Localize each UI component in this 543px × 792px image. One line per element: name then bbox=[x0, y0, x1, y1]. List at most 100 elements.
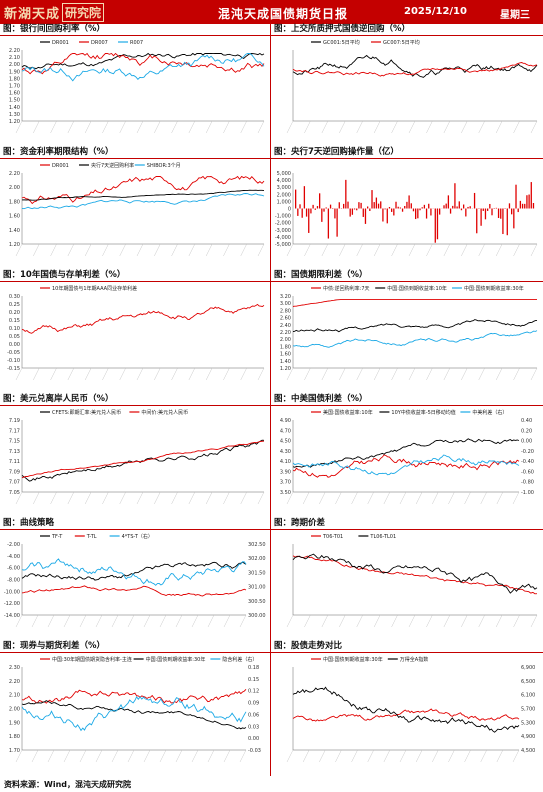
x-tick-mark bbox=[286, 243, 294, 257]
y-tick-label: 4.30 bbox=[280, 449, 291, 455]
x-tick-mark bbox=[95, 614, 103, 628]
y-tick-label: 1.90 bbox=[9, 69, 20, 75]
chart-svg: DR001 DR007 R0072.202.102.001.901.801.701.… bbox=[9, 40, 265, 134]
x-tick-mark bbox=[111, 614, 119, 628]
bar-mark bbox=[375, 197, 378, 209]
y-tick-label: 1.80 bbox=[9, 76, 20, 82]
chart-title: 图：上交所质押式国债逆回购（%） bbox=[271, 24, 543, 36]
y2-tick-label: 0.15 bbox=[248, 677, 259, 683]
bar-mark bbox=[521, 203, 524, 209]
x-tick-mark bbox=[154, 491, 161, 505]
x-tick-mark bbox=[207, 614, 215, 628]
x-tick-mark bbox=[67, 491, 75, 505]
bar-mark bbox=[491, 208, 493, 216]
x-tick-mark bbox=[351, 749, 358, 763]
x-tick-mark bbox=[205, 120, 213, 134]
y2-tick-label: 6,100 bbox=[521, 693, 535, 699]
x-tick-mark bbox=[15, 491, 23, 505]
y-tick-label: -4,000 bbox=[275, 235, 291, 241]
x-tick-mark bbox=[443, 367, 451, 381]
chart-svg: 中国:国债到期收益率:30年 万得全A指数 6,900 6,500 6,100 5,700… bbox=[286, 656, 535, 763]
x-tick-mark bbox=[239, 749, 247, 763]
x-tick-mark bbox=[102, 367, 109, 381]
x-tick-mark bbox=[175, 614, 183, 628]
y-tick-label: 7.15 bbox=[9, 439, 20, 445]
bar-mark bbox=[303, 186, 306, 209]
x-tick-mark bbox=[188, 243, 196, 257]
x-tick-mark bbox=[286, 367, 294, 381]
series-line bbox=[21, 696, 247, 732]
x-tick-mark bbox=[302, 491, 310, 505]
bar-mark bbox=[391, 208, 393, 212]
x-tick-mark bbox=[391, 614, 398, 628]
legend-label: 中间价:美元兑人民币 bbox=[141, 409, 188, 416]
series-line bbox=[21, 193, 265, 210]
y-tick-label: 1.40 bbox=[9, 105, 20, 111]
y-tick-label: -0.05 bbox=[7, 350, 20, 356]
logo: 新湖天成 研究院 bbox=[4, 2, 105, 22]
bar-mark bbox=[443, 205, 445, 209]
x-tick-mark bbox=[443, 120, 451, 134]
x-tick-mark bbox=[15, 614, 23, 628]
chart-title: 图：资金利率期限结构（%） bbox=[0, 147, 270, 159]
chart-title: 图：10年国债与存单利差（%） bbox=[0, 270, 270, 282]
series-line bbox=[21, 52, 265, 70]
y2-tick-label: 0.00 bbox=[521, 439, 532, 445]
series-line bbox=[292, 454, 520, 476]
y-tick-label: -8.00 bbox=[7, 578, 20, 584]
bar-mark bbox=[412, 208, 415, 212]
y-tick-label: 3.70 bbox=[280, 480, 291, 486]
bar-mark bbox=[484, 208, 487, 220]
y2-tick-label: 0.03 bbox=[248, 724, 259, 730]
x-tick-mark bbox=[478, 367, 485, 381]
x-tick-mark bbox=[391, 120, 398, 134]
legend-label: 中债:逆回购利率:7天 bbox=[323, 285, 370, 292]
x-tick-mark bbox=[31, 614, 39, 628]
bar-mark bbox=[511, 208, 513, 215]
x-tick-mark bbox=[159, 749, 167, 763]
x-tick-mark bbox=[304, 120, 311, 134]
legend-label: T-TL bbox=[86, 534, 97, 540]
bar-mark bbox=[358, 202, 360, 209]
chart-title: 图：现券与期货利差（%） bbox=[0, 641, 270, 653]
y-tick-label: -0.10 bbox=[7, 358, 20, 364]
x-tick-mark bbox=[136, 243, 144, 257]
x-tick-mark bbox=[33, 120, 40, 134]
chart-panel: 图：现券与期货利差（%） 中国:30年期国债期货隐含利率-主连 中国:国债到期收益率… bbox=[0, 641, 270, 776]
x-tick-mark bbox=[408, 120, 416, 134]
x-tick-mark bbox=[67, 120, 75, 134]
x-tick-mark bbox=[391, 367, 398, 381]
bar-mark bbox=[349, 208, 351, 217]
chart-panel: 图：央行7天逆回购操作量（亿） 5,000 4,000 3,000 2,000 1,000… bbox=[271, 147, 543, 270]
bar-mark bbox=[377, 203, 380, 209]
report-title: 混沌天成国债期货日报 bbox=[218, 7, 349, 21]
x-tick-mark bbox=[464, 749, 471, 763]
bar-mark bbox=[482, 208, 484, 211]
x-tick-mark bbox=[399, 749, 407, 763]
y-tick-label: 2.00 bbox=[9, 707, 20, 713]
x-tick-mark bbox=[426, 614, 433, 628]
x-tick-mark bbox=[495, 243, 503, 257]
x-tick-mark bbox=[205, 491, 213, 505]
x-tick-mark bbox=[188, 491, 196, 505]
bar-mark bbox=[489, 203, 491, 209]
x-tick-mark bbox=[319, 749, 326, 763]
x-tick-mark bbox=[50, 120, 57, 134]
x-tick-mark bbox=[240, 491, 247, 505]
x-tick-mark bbox=[339, 243, 346, 257]
bar-mark bbox=[393, 208, 395, 216]
y-tick-label: 0.00 bbox=[9, 342, 20, 348]
x-tick-mark bbox=[448, 749, 455, 763]
bar-mark bbox=[338, 202, 340, 209]
x-tick-mark bbox=[478, 120, 485, 134]
legend-label: 中国:30年期国债期货隐含利率-主连 bbox=[52, 656, 132, 663]
legend-label: R007 bbox=[130, 40, 143, 46]
x-tick-mark bbox=[257, 120, 265, 134]
bar-mark bbox=[364, 208, 367, 224]
y-tick-label: 2.20 bbox=[9, 171, 20, 177]
bar-mark bbox=[334, 208, 336, 219]
bar-mark bbox=[356, 208, 358, 211]
chart-panel: 图：美元兑离岸人民币（%） CFETS:即期汇率:美元兑人民币 中间价:美元兑人民币… bbox=[0, 394, 270, 518]
legend-label: 4*TS-T（右） bbox=[122, 533, 153, 540]
x-tick-mark bbox=[15, 120, 23, 134]
